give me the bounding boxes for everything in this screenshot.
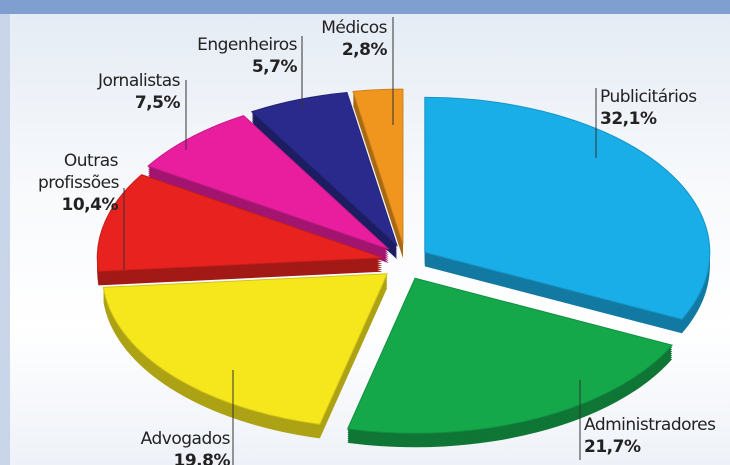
slice-label: Médicos 2,8% <box>321 17 387 61</box>
category-name: Engenheiros <box>197 35 297 55</box>
category-name: Médicos <box>321 18 387 38</box>
slice-label: Jornalistas 7,5% <box>97 70 181 114</box>
slice-label: Advogados 19,8% <box>140 428 231 465</box>
category-name: Outras profissões <box>38 151 119 193</box>
slice-label: Publicitários 32,1% <box>600 86 697 130</box>
slice <box>346 277 674 434</box>
slice-label: Outras profissões 10,4% <box>38 150 119 216</box>
slice <box>96 174 383 272</box>
category-name: Advogados <box>140 429 231 449</box>
slice <box>424 96 711 320</box>
left-bar <box>0 14 10 465</box>
value-label: 19,8% <box>173 451 231 465</box>
value-label: 10,4% <box>61 195 119 215</box>
slice-label: Engenheiros 5,7% <box>197 34 297 78</box>
slice-label: Administradores 21,7% <box>584 414 716 458</box>
category-name: Publicitários <box>600 87 697 107</box>
value-label: 2,8% <box>341 40 388 60</box>
slice <box>102 273 389 425</box>
category-name: Jornalistas <box>97 71 181 91</box>
value-label: 5,7% <box>251 57 298 77</box>
value-label: 7,5% <box>134 93 181 113</box>
slice <box>250 91 398 247</box>
value-label: 21,7% <box>584 437 641 457</box>
slice <box>147 115 390 250</box>
top-bar <box>0 0 730 14</box>
category-name: Administradores <box>584 415 716 435</box>
value-label: 32,1% <box>600 109 657 129</box>
slice <box>352 88 404 245</box>
